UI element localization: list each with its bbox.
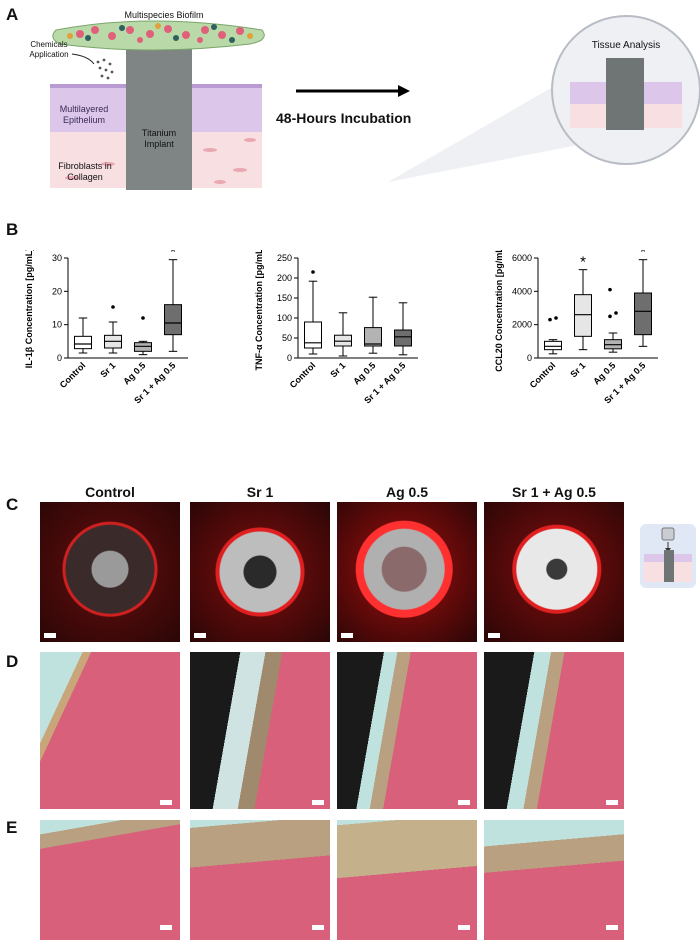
histology-tissue-sr1 [190, 820, 330, 940]
column-title-ag05: Ag 0.5 [385, 484, 428, 500]
x-tick-label: Ag 0.5 [351, 360, 377, 386]
x-tick-label: Sr 1 [98, 360, 117, 379]
column-title-sr1-ag05: Sr 1 + Ag 0.5 [512, 484, 596, 500]
chemicals-label: Chemicals Application [29, 40, 69, 59]
confocal-image-ag05 [337, 502, 477, 642]
box [74, 335, 92, 350]
chemicals-arrow [71, 53, 95, 65]
scale-bar [160, 800, 172, 805]
column-title-sr1: Sr 1 [246, 484, 274, 500]
ccl20-boxplot: 0 2000 4000 6000 CCL20 Concentration [pg/mL]… [494, 250, 658, 406]
outlier-point [614, 311, 618, 315]
scale-bar [488, 633, 500, 638]
y-tick-label: 2000 [512, 320, 532, 330]
scale-bar [194, 633, 206, 638]
y-tick-label: 100 [277, 313, 292, 323]
scale-bar [458, 925, 470, 930]
y-axis-label: IL-1β Concentration [pg/mL] [24, 250, 34, 368]
scale-bar [458, 800, 470, 805]
confocal-image-control [40, 502, 180, 642]
y-tick-label: 150 [277, 293, 292, 303]
scale-bar [312, 925, 324, 930]
histology-tissue-sr1-ag05 [484, 820, 624, 940]
significance-mark: * [640, 250, 646, 261]
scale-bar [341, 633, 353, 638]
y-axis-label: CCL20 Concentration [pg/mL] [494, 250, 504, 372]
histology-tissue-ag05 [337, 820, 477, 940]
confocal-image-sr1 [190, 502, 330, 642]
tnfa-boxplot: 0 50 100 150 200 250 TNF-α Concentration [pg/m… [254, 250, 418, 406]
epithelium-label: Multilayered Epithelium [59, 104, 109, 125]
y-axis-label: TNF-α Concentration [pg/mL] [254, 250, 264, 371]
outlier-point [311, 270, 315, 274]
scale-bar [160, 925, 172, 930]
panel-label-c: C [6, 495, 19, 514]
y-tick-label: 20 [52, 286, 62, 296]
confocal-image-sr1-ag05 [484, 502, 624, 642]
tissue-analysis-label: Tissue Analysis [591, 40, 661, 51]
titanium-implant [126, 38, 192, 190]
outlier-point [608, 314, 612, 319]
microscope-icon [640, 524, 696, 588]
y-tick-label: 10 [52, 320, 62, 330]
x-tick-label: Control [58, 360, 88, 390]
implant-label: Titanium Implant [141, 128, 177, 149]
epithelium-right [192, 84, 262, 132]
schematic-diagram [50, 15, 700, 190]
outlier-point [608, 287, 612, 292]
scale-bar [44, 633, 56, 638]
box [164, 304, 182, 336]
outlier-point [554, 316, 558, 320]
histology-implant-sr1 [190, 652, 330, 809]
significance-mark: * [580, 254, 586, 271]
box [574, 294, 592, 337]
histology-implant-sr1-ag05 [484, 652, 624, 809]
y-tick-label: 200 [277, 273, 292, 283]
x-tick-label: Sr 1 [328, 360, 347, 379]
scale-bar [312, 800, 324, 805]
outlier-point [548, 317, 552, 322]
histology-implant-ag05 [337, 652, 477, 809]
x-tick-label: Control [528, 360, 558, 390]
panel-label-e: E [6, 818, 18, 837]
y-tick-label: 250 [277, 253, 292, 263]
x-tick-label: Control [288, 360, 318, 390]
box [364, 327, 382, 347]
collagen-left [50, 132, 126, 188]
panel-label-d: D [6, 652, 19, 671]
y-tick-label: 50 [282, 333, 292, 343]
histology-implant-control [40, 652, 180, 809]
epithelium-left [50, 84, 126, 132]
box [544, 340, 562, 351]
box [134, 342, 152, 352]
biofilm-label: Multispecies Biofilm [124, 10, 204, 20]
y-tick-label: 0 [57, 353, 62, 363]
il1b-boxplot: 0 10 20 30 IL-1β Concentration [pg/mL] Contro… [24, 250, 188, 406]
y-tick-label: 6000 [512, 253, 532, 263]
histology-tissue-control [40, 820, 180, 940]
column-title-control: Control [85, 484, 135, 500]
box [634, 292, 652, 336]
x-tick-label: Sr 1 [568, 360, 587, 379]
x-tick-label: Ag 0.5 [591, 360, 617, 386]
y-tick-label: 4000 [512, 286, 532, 296]
fibroblasts-label: Fibroblasts in Collagen [58, 161, 112, 182]
y-tick-label: 0 [527, 353, 532, 363]
magnifier-wedge [388, 62, 604, 182]
y-tick-label: 0 [287, 353, 292, 363]
x-tick-label: Ag 0.5 [121, 360, 147, 386]
panel-label-b: B [6, 220, 19, 239]
significance-mark: * [170, 250, 176, 261]
incubation-label: 48-Hours Incubation [276, 110, 412, 126]
y-tick-label: 30 [52, 253, 62, 263]
scale-bar [606, 800, 618, 805]
box [394, 329, 412, 347]
outlier-point [141, 316, 145, 320]
box [304, 321, 322, 349]
panel-label-a: A [6, 5, 19, 24]
outlier-point [111, 305, 115, 309]
scale-bar [606, 925, 618, 930]
